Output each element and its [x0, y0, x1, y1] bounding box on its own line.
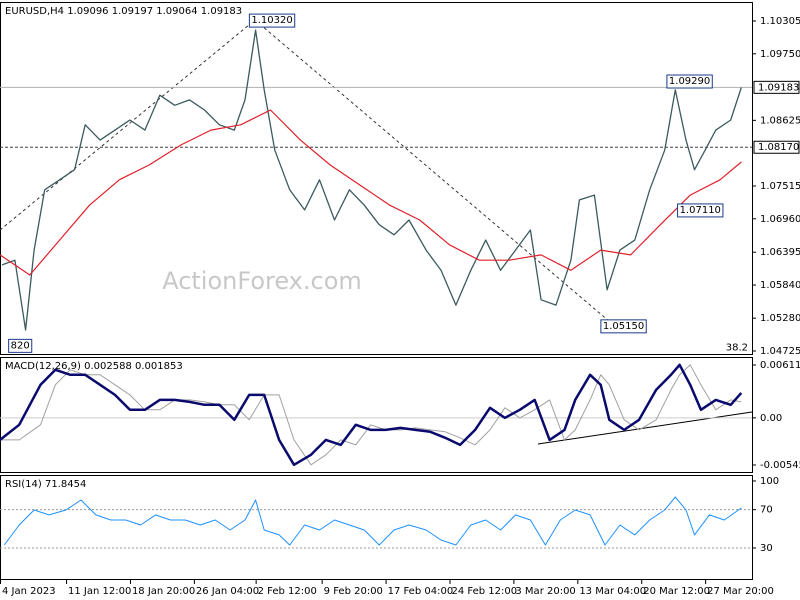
x-tick-label: 24 Feb 12:00 [451, 586, 517, 597]
x-tick-label: 20 Mar 12:00 [643, 586, 710, 597]
y-tick-label: 1.10305 [760, 16, 800, 27]
y-tick-label: 1.06395 [760, 247, 800, 258]
price-label-box [753, 80, 800, 94]
x-tick-label: 4 Jan 2023 [2, 586, 56, 597]
watermark: ActionForex.com [162, 267, 362, 295]
series-line [3, 496, 742, 546]
x-tick-label: 27 Mar 20:00 [707, 586, 774, 597]
y-tick-label: 70 [760, 505, 773, 516]
annotation: 1.09290 [669, 76, 710, 87]
y-tick-label: 30 [760, 543, 773, 554]
annotation-box [600, 319, 647, 334]
y-tick-label: 1.04725 [760, 346, 800, 357]
trend-line [537, 411, 753, 445]
x-tick-label: 18 Jan 20:00 [132, 586, 195, 597]
x-tick-label: 2 Feb 12:00 [258, 586, 317, 597]
series-line [0, 363, 743, 467]
annotation: 1.10320 [251, 15, 292, 26]
price-label: 1.09183 [758, 82, 799, 93]
y-tick-label: -0.005458 [760, 460, 800, 471]
price-label-box [753, 140, 800, 154]
x-tick-label: 17 Feb 04:00 [388, 586, 454, 597]
annotation-box [8, 338, 33, 353]
annotation: 1.05150 [603, 321, 644, 332]
y-tick-label: 1.07515 [760, 181, 800, 192]
annotation-box [248, 13, 296, 28]
panel-title: EURUSD,H4 1.09096 1.09197 1.09064 1.0918… [5, 6, 242, 17]
y-tick-label: 0.006118 [760, 360, 800, 371]
x-tick-label: 9 Feb 20:00 [324, 586, 383, 597]
y-tick-label: 0.00 [760, 413, 782, 424]
y-tick-label: 1.06960 [760, 214, 800, 225]
annotation-box [677, 203, 724, 218]
series-line [1, 29, 742, 331]
fib-line [0, 19, 256, 231]
rsi-panel [0, 475, 753, 580]
annotation: 38.2 [726, 343, 748, 354]
x-tick-label: 13 Mar 04:00 [579, 586, 646, 597]
y-tick-label: 100 [760, 476, 779, 487]
y-tick-label: 1.09750 [760, 49, 800, 60]
y-tick-label: 1.05840 [760, 280, 800, 291]
macd-panel [0, 357, 753, 473]
y-tick-label: 1.05280 [760, 313, 800, 324]
annotation-box [666, 74, 713, 89]
annotation: 820 [11, 340, 30, 351]
x-tick-label: 11 Jan 12:00 [68, 586, 131, 597]
y-tick-label: 1.08625 [760, 115, 800, 126]
panel-title: MACD(12,26,9) 0.002588 0.001853 [5, 361, 183, 372]
x-tick-label: 3 Mar 20:00 [515, 586, 575, 597]
panel-title: RSI(14) 71.8454 [5, 479, 86, 490]
series-line [0, 109, 742, 276]
annotation: 1.07110 [680, 205, 721, 216]
price-label: 1.08170 [758, 142, 799, 153]
x-tick-label: 26 Jan 04:00 [196, 586, 259, 597]
price-panel [0, 2, 753, 355]
